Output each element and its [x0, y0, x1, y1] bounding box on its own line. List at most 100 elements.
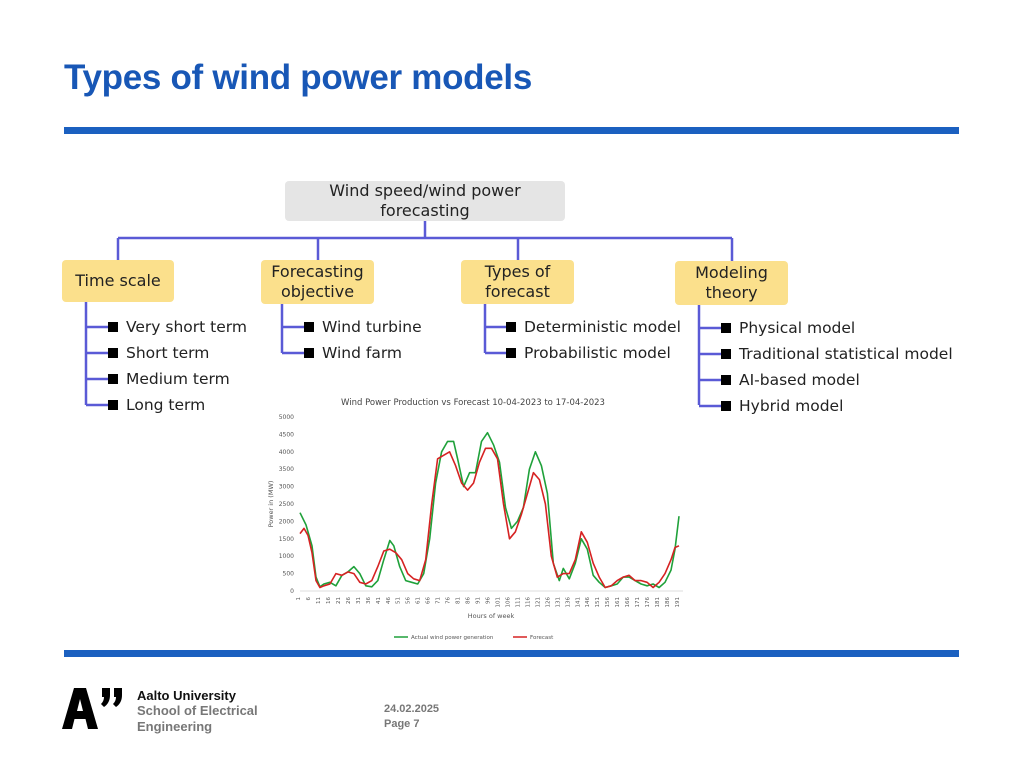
list-item-label: AI-based model — [739, 371, 860, 389]
x-tick-label: 21 — [336, 597, 342, 604]
bullet-square-icon — [304, 322, 314, 332]
list-item: Probabilistic model — [504, 340, 681, 366]
modeling-theory-list: Physical model Traditional statistical m… — [719, 315, 953, 419]
x-tick-label: 166 — [625, 597, 631, 608]
x-tick-label: 96 — [486, 597, 492, 604]
list-item: Traditional statistical model — [719, 341, 953, 367]
list-item: Hybrid model — [719, 393, 953, 419]
x-tick-label: 176 — [645, 597, 651, 608]
x-tick-label: 31 — [356, 597, 362, 604]
list-item: Long term — [106, 392, 247, 418]
root-node: Wind speed/wind power forecasting — [285, 181, 565, 221]
y-tick-label: 1000 — [279, 553, 294, 560]
list-item-label: Wind turbine — [322, 318, 422, 336]
x-tick-label: 1 — [296, 597, 302, 601]
x-tick-label: 6 — [306, 597, 312, 601]
school-name: School of Electrical Engineering — [137, 703, 258, 734]
x-axis: 1 6 11 16 21 26 31 36 41 46 51 56 61 66 71 76 81 86 91 96 10… — [296, 590, 683, 608]
category-types-of-forecast: Types of forecast — [461, 260, 574, 304]
bullet-square-icon — [108, 322, 118, 332]
y-tick-label: 2500 — [279, 501, 294, 508]
aalto-logo-icon — [62, 688, 122, 729]
x-tick-label: 51 — [396, 597, 402, 604]
x-tick-label: 141 — [575, 597, 581, 608]
list-item-label: Deterministic model — [524, 318, 681, 336]
x-axis-label: Hours of week — [468, 612, 515, 620]
x-tick-label: 91 — [476, 597, 482, 604]
x-tick-label: 86 — [466, 597, 472, 604]
y-tick-label: 5000 — [279, 414, 294, 421]
list-item: Deterministic model — [504, 314, 681, 340]
y-tick-label: 3500 — [279, 466, 294, 473]
x-tick-label: 41 — [376, 597, 382, 604]
category-modeling-theory: Modeling theory — [675, 261, 788, 305]
x-tick-label: 46 — [386, 597, 392, 604]
category-time-scale: Time scale — [62, 260, 174, 302]
legend-label-forecast: Forecast — [530, 635, 554, 641]
bullet-square-icon — [721, 375, 731, 385]
list-item: Very short term — [106, 314, 247, 340]
list-item: Medium term — [106, 366, 247, 392]
x-tick-label: 121 — [535, 597, 541, 608]
x-tick-label: 186 — [665, 597, 671, 608]
chart-legend: Actual wind power generation Forecast — [394, 635, 554, 641]
y-axis: 0 500 1000 1500 2000 2500 3000 3500 4000 4500 5000 — [279, 414, 294, 595]
x-tick-label: 181 — [655, 597, 661, 608]
x-tick-label: 116 — [525, 597, 531, 608]
x-tick-label: 171 — [635, 597, 641, 608]
x-tick-label: 146 — [585, 597, 591, 608]
forecasting-taxonomy-diagram: Wind speed/wind power forecasting Time s… — [62, 181, 953, 419]
footer-divider — [64, 650, 959, 657]
x-tick-label: 106 — [505, 597, 511, 608]
x-tick-label: 101 — [495, 597, 501, 608]
x-tick-label: 56 — [406, 597, 412, 604]
diagram-connectors — [84, 221, 734, 408]
list-item-label: Very short term — [126, 318, 247, 336]
x-tick-label: 11 — [316, 597, 322, 604]
y-axis-label: Power in (MW) — [267, 481, 275, 528]
bullet-square-icon — [721, 323, 731, 333]
bullet-square-icon — [108, 374, 118, 384]
list-item-label: Probabilistic model — [524, 344, 671, 362]
legend-label-actual: Actual wind power generation — [411, 635, 494, 641]
list-item-label: Traditional statistical model — [739, 345, 953, 363]
x-tick-label: 126 — [545, 597, 551, 608]
bullet-square-icon — [721, 349, 731, 359]
university-name: Aalto University — [137, 688, 236, 703]
slide-date: 24.02.2025 — [384, 703, 440, 715]
series-layer — [299, 431, 680, 589]
list-item-label: Hybrid model — [739, 397, 844, 415]
x-tick-label: 66 — [426, 597, 432, 604]
forecasting-objective-list: Wind turbine Wind farm — [302, 314, 422, 366]
bullet-square-icon — [108, 348, 118, 358]
x-tick-label: 156 — [605, 597, 611, 608]
y-tick-label: 500 — [283, 571, 295, 578]
list-item: Wind farm — [302, 340, 422, 366]
list-item-label: Physical model — [739, 319, 856, 337]
y-tick-label: 2000 — [279, 518, 294, 525]
chart-title: Wind Power Production vs Forecast 10-04-… — [341, 398, 605, 408]
forecast-line — [299, 447, 680, 589]
list-item: AI-based model — [719, 367, 953, 393]
x-tick-label: 61 — [416, 597, 422, 604]
types-of-forecast-list: Deterministic model Probabilistic model — [504, 314, 681, 366]
x-tick-label: 111 — [515, 597, 521, 608]
category-forecasting-objective: Forecasting objective — [261, 260, 374, 304]
x-tick-label: 151 — [595, 597, 601, 608]
header-divider — [64, 127, 959, 134]
x-tick-label: 131 — [555, 597, 561, 608]
x-tick-label: 16 — [326, 597, 332, 604]
x-tick-label: 26 — [346, 597, 352, 604]
list-item: Wind turbine — [302, 314, 422, 340]
bullet-square-icon — [506, 348, 516, 358]
list-item-label: Medium term — [126, 370, 230, 388]
y-tick-label: 4000 — [279, 449, 294, 456]
y-tick-label: 0 — [290, 588, 294, 595]
page-number: Page 7 — [384, 718, 420, 730]
y-tick-label: 1500 — [279, 536, 294, 543]
x-tick-label: 161 — [615, 597, 621, 608]
list-item-label: Short term — [126, 344, 210, 362]
x-tick-label: 191 — [675, 597, 681, 608]
bullet-square-icon — [108, 400, 118, 410]
x-tick-label: 71 — [436, 597, 442, 604]
